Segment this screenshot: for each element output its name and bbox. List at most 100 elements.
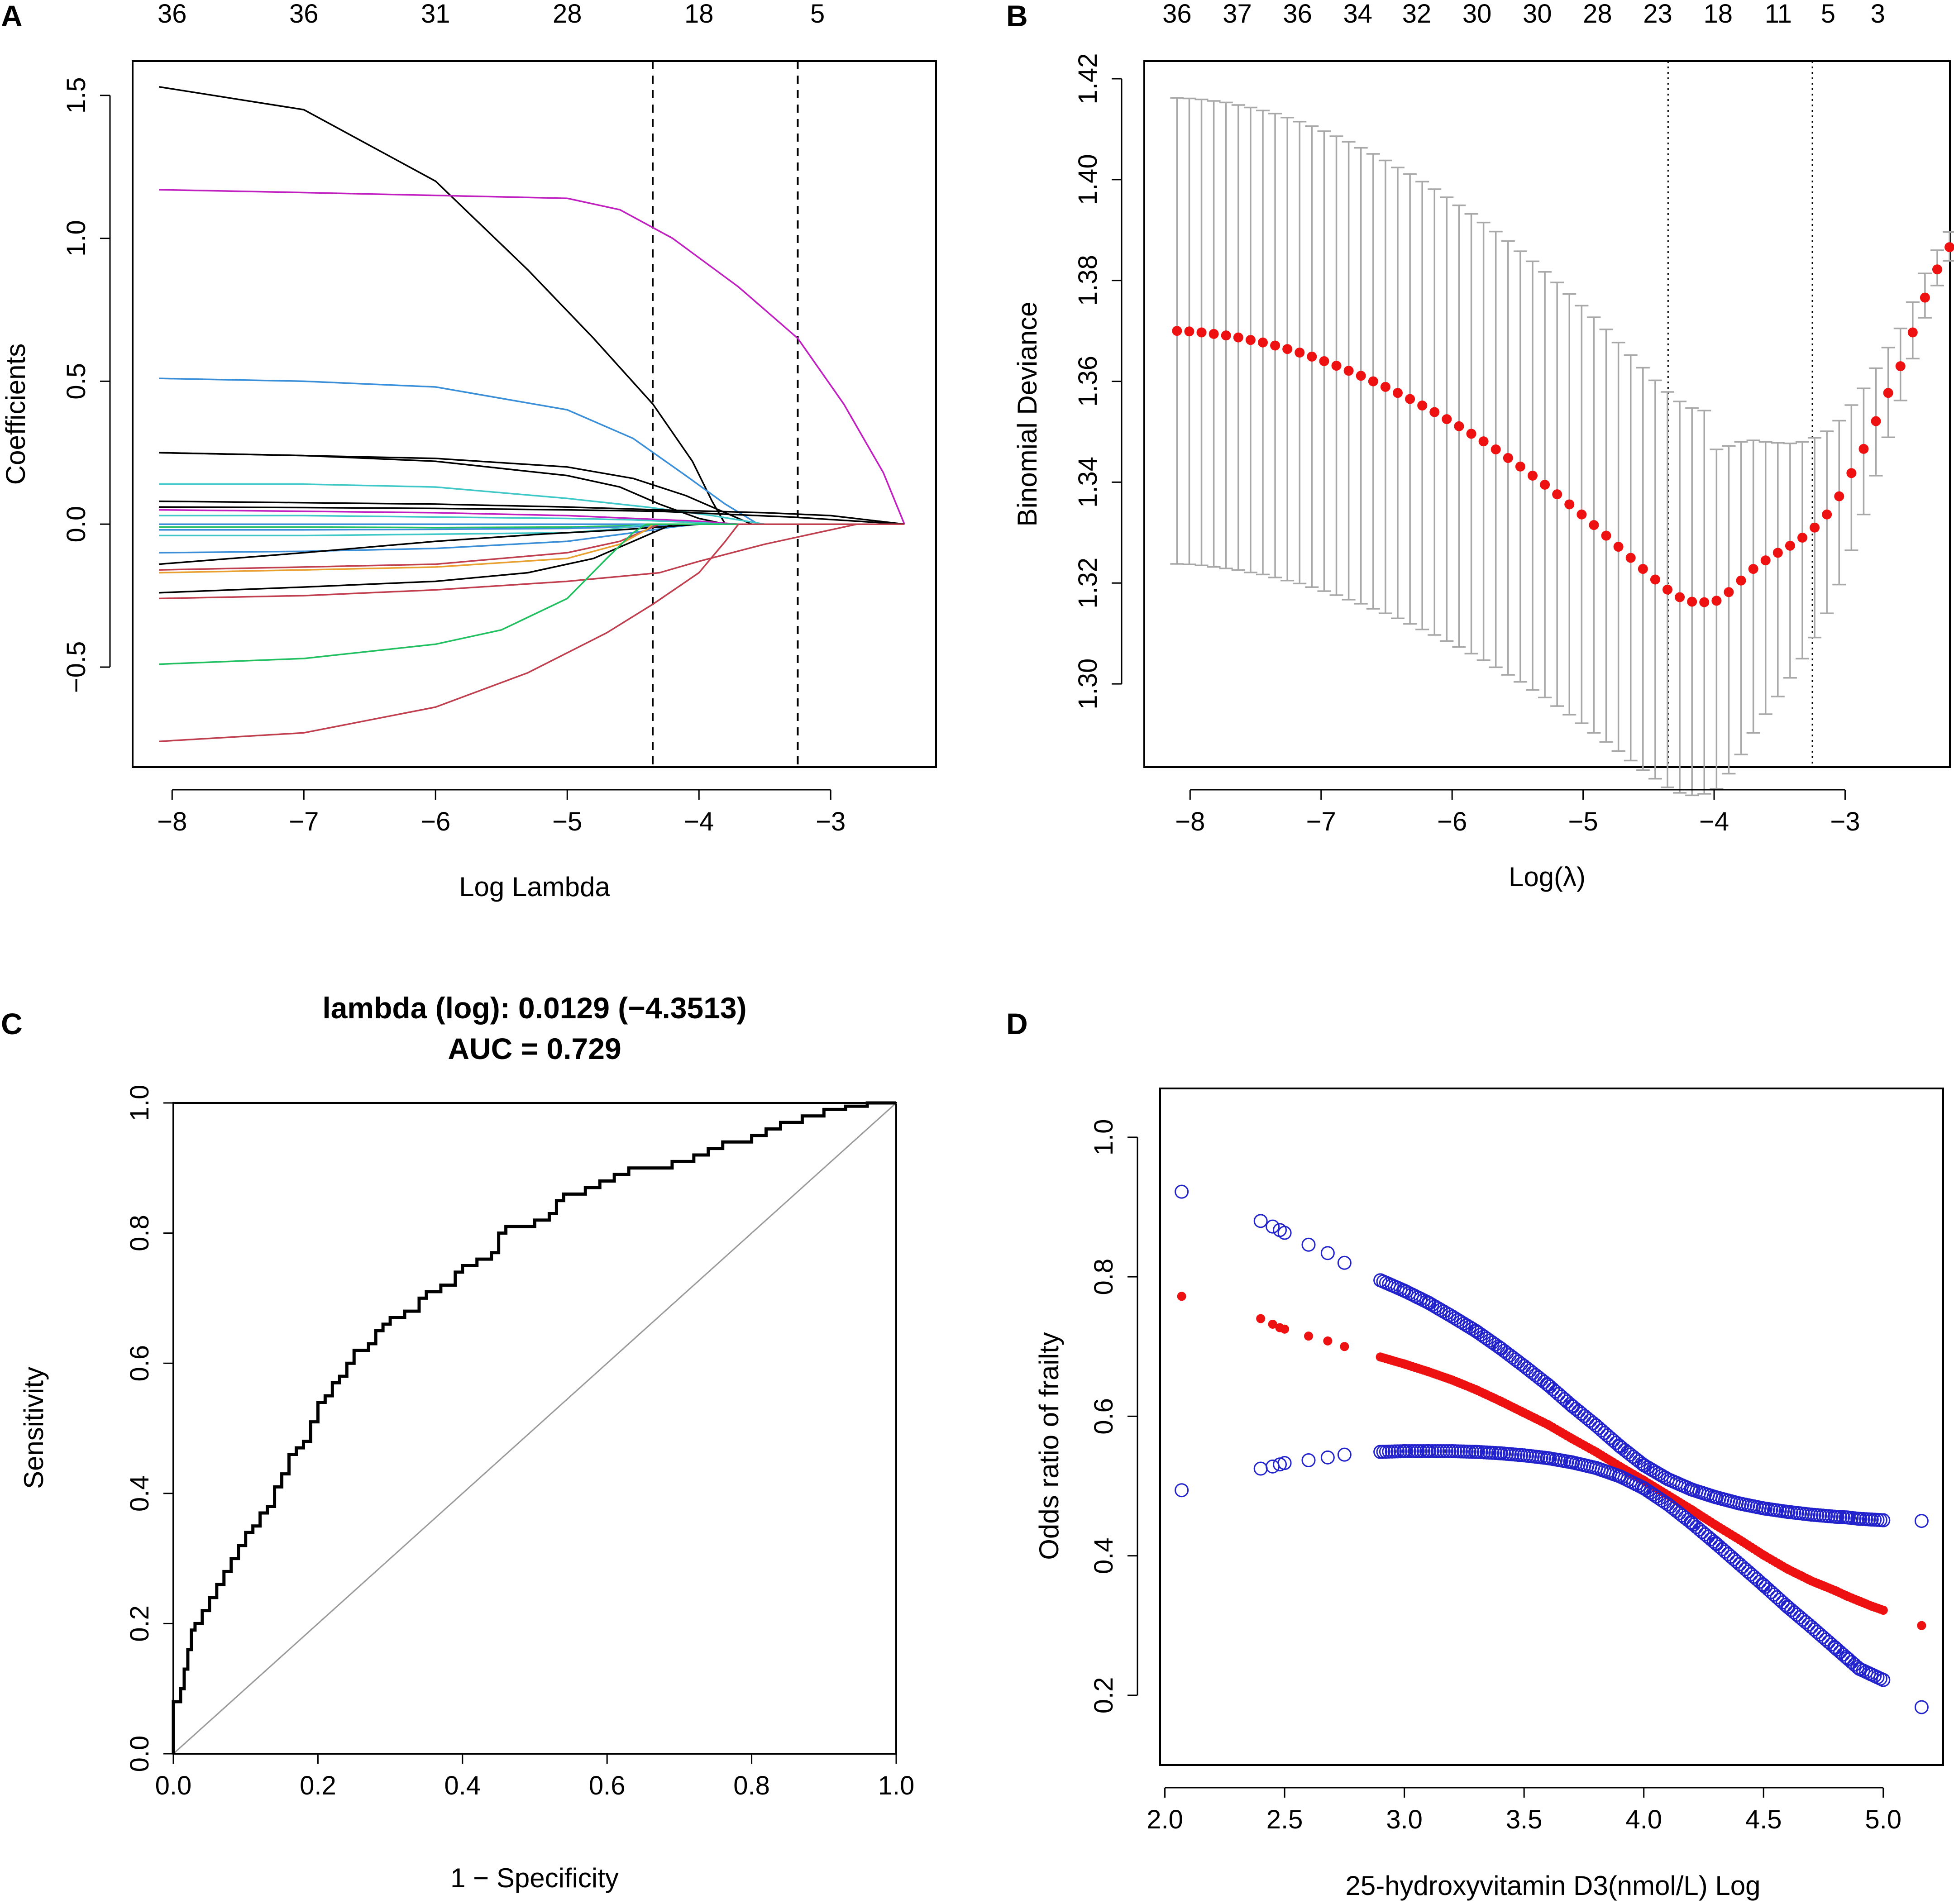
panel-c-y-axis-title: Sensitivity xyxy=(19,1367,49,1489)
y-tick-label: 0.0 xyxy=(125,1736,154,1772)
odds-ratio-point xyxy=(1256,1314,1266,1323)
y-tick-label: 0.8 xyxy=(125,1215,154,1251)
panel-letter-d: D xyxy=(1006,1007,1028,1040)
coefficient-path xyxy=(159,189,905,525)
ci-point xyxy=(1876,1513,1891,1527)
deviance-point xyxy=(1184,326,1194,337)
y-tick-label: 0.8 xyxy=(1089,1259,1118,1295)
top-axis-label: 18 xyxy=(1703,0,1733,29)
panel-a-coefficient-lines xyxy=(158,86,905,742)
x-tick-label: −8 xyxy=(1175,807,1205,836)
deviance-point xyxy=(1625,553,1636,563)
deviance-point xyxy=(1638,564,1648,574)
deviance-point xyxy=(1736,575,1746,586)
top-axis-label: 34 xyxy=(1343,0,1373,29)
ci-point xyxy=(1301,1453,1316,1467)
deviance-point xyxy=(1257,337,1268,348)
y-tick-label: 0.2 xyxy=(1089,1677,1118,1714)
y-tick-label: 1.42 xyxy=(1073,53,1103,105)
x-tick-label: −8 xyxy=(157,807,187,836)
panel-letter-c: C xyxy=(1,1007,23,1040)
panel-a-y-axis-title: Coefficients xyxy=(0,344,31,485)
odds-ratio-point xyxy=(1280,1324,1290,1334)
deviance-point xyxy=(1172,326,1182,336)
odds-ratio-point xyxy=(1268,1319,1277,1329)
y-tick-label: 1.38 xyxy=(1073,255,1103,306)
ci-point xyxy=(1175,1184,1189,1199)
y-tick-label: 1.0 xyxy=(1089,1119,1118,1156)
x-tick-label: 4.0 xyxy=(1625,1805,1662,1834)
panel-d-x-axis-title: 25-hydroxyvitamin D3(nmol/L) Log xyxy=(1345,1871,1760,1901)
ci-point xyxy=(1337,1255,1352,1270)
panel-c-x-axis: 0.0 0.2 0.4 0.6 0.8 1.0 xyxy=(155,1753,914,1800)
deviance-point xyxy=(1540,480,1550,490)
panel-letter-a: A xyxy=(1,0,23,33)
odds-ratio-point xyxy=(1304,1331,1314,1341)
y-tick-label: 1.40 xyxy=(1073,154,1103,205)
coefficient-path xyxy=(159,483,905,525)
ci-point xyxy=(1273,1223,1287,1237)
deviance-point xyxy=(1711,596,1722,606)
panel-c-x-axis-title: 1 − Specificity xyxy=(450,1863,619,1893)
panel-d-y-axis-title: Odds ratio of frailty xyxy=(1034,1332,1064,1560)
panel-c-auc-label: AUC = 0.729 xyxy=(448,1032,621,1065)
top-axis-label: 30 xyxy=(1462,0,1492,29)
y-tick-label: 1.34 xyxy=(1073,457,1103,508)
panel-letter-b: B xyxy=(1006,0,1028,33)
ci-point xyxy=(1266,1459,1280,1474)
panel-b-x-axis-title: Log(λ) xyxy=(1509,862,1586,892)
x-tick-label: −4 xyxy=(684,807,714,836)
y-tick-label: 0.2 xyxy=(125,1605,154,1642)
x-tick-label: 3.0 xyxy=(1386,1805,1423,1834)
ci-point xyxy=(1320,1450,1335,1465)
deviance-point xyxy=(1883,388,1893,398)
ci-point xyxy=(1253,1461,1268,1476)
x-tick-label: −7 xyxy=(289,807,319,836)
y-tick-label: 0.4 xyxy=(125,1475,154,1512)
deviance-point xyxy=(1319,356,1329,366)
y-tick-label: 1.5 xyxy=(62,77,91,114)
deviance-point xyxy=(1417,401,1428,411)
deviance-point xyxy=(1527,470,1538,481)
x-tick-label: −7 xyxy=(1306,807,1336,836)
deviance-point xyxy=(1356,371,1366,381)
deviance-point xyxy=(1209,329,1219,339)
deviance-point xyxy=(1846,468,1857,478)
ci-point xyxy=(1277,1456,1292,1470)
odds-ratio-point xyxy=(1177,1292,1186,1301)
x-tick-label: −4 xyxy=(1699,807,1729,836)
deviance-point xyxy=(1503,453,1513,463)
deviance-point xyxy=(1466,429,1476,439)
deviance-point xyxy=(1282,344,1293,354)
deviance-point xyxy=(1368,376,1378,387)
x-tick-label: 0.4 xyxy=(444,1771,481,1800)
panel-b-cross-validation-deviance: −8 −7 −6 −5 −4 −3 1.30 1.32 1.34 1.36 1.38 1.40 1.4… xyxy=(1012,0,1954,892)
deviance-point xyxy=(1478,436,1489,447)
top-axis-label: 23 xyxy=(1643,0,1672,29)
ci-point xyxy=(1277,1226,1292,1240)
top-axis-label: 18 xyxy=(684,0,714,29)
deviance-point xyxy=(1295,348,1305,358)
deviance-point xyxy=(1895,361,1906,372)
top-axis-label: 36 xyxy=(289,0,319,29)
deviance-point xyxy=(1797,533,1807,543)
top-axis-label: 36 xyxy=(1162,0,1192,29)
deviance-point xyxy=(1233,332,1243,343)
deviance-point xyxy=(1650,574,1660,585)
deviance-point xyxy=(1515,461,1525,472)
panel-b-y-axis-title: Binomial Deviance xyxy=(1012,302,1042,527)
top-axis-label: 30 xyxy=(1523,0,1552,29)
deviance-point xyxy=(1221,330,1231,341)
y-tick-label: 1.36 xyxy=(1073,356,1103,407)
deviance-point xyxy=(1491,444,1501,454)
deviance-point xyxy=(1270,340,1280,351)
y-tick-label: 0.5 xyxy=(62,363,91,400)
x-tick-label: 3.5 xyxy=(1506,1805,1543,1834)
deviance-point xyxy=(1699,597,1710,607)
deviance-point xyxy=(1907,327,1918,338)
x-tick-label: −3 xyxy=(816,807,846,836)
ci-point xyxy=(1320,1246,1335,1260)
top-axis-label: 11 xyxy=(1765,0,1792,29)
panel-d-y-axis: 0.2 0.4 0.6 0.8 1.0 xyxy=(1089,1119,1138,1714)
